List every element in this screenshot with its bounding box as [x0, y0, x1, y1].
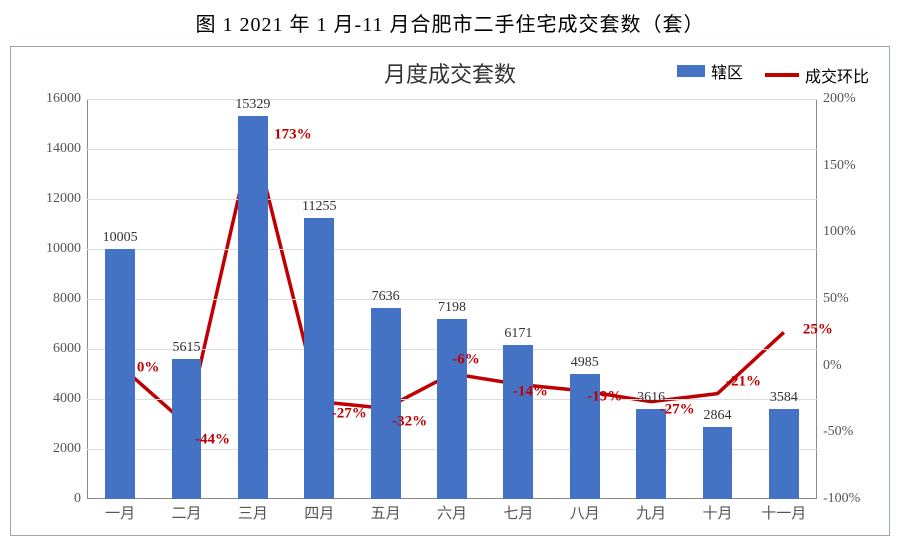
line-value-label: -21% [726, 373, 761, 390]
y-left-tick-label: 2000 [27, 441, 87, 457]
y-right-tick-label: -50% [817, 424, 877, 440]
legend-label-line: 成交环比 [805, 63, 869, 87]
bar-value-label: 3584 [770, 390, 798, 409]
line-value-label: -27% [332, 405, 367, 422]
x-tick-label: 九月 [636, 502, 666, 523]
line-value-label: -14% [513, 384, 548, 401]
figure-caption: 图 1 2021 年 1 月-11 月合肥市二手住宅成交套数（套） [0, 0, 900, 43]
bar-value-label: 11255 [302, 199, 336, 218]
y-left-tick-label: 8000 [27, 291, 87, 307]
line-value-label: -27% [660, 401, 695, 418]
x-tick-label: 十月 [702, 502, 732, 523]
x-tick-label: 四月 [304, 502, 334, 523]
legend-item-line: 成交环比 [765, 63, 869, 87]
legend-swatch-line [765, 73, 799, 77]
y-right-tick-label: 50% [817, 291, 877, 307]
y-left-tick-label: 0 [27, 491, 87, 507]
bar-value-label: 7198 [438, 300, 466, 319]
legend: 辖区 成交环比 [659, 59, 869, 87]
y-left-tick-label: 10000 [27, 241, 87, 257]
gridline [87, 99, 817, 100]
bar [503, 345, 533, 499]
gridline [87, 199, 817, 200]
y-right-tick-label: 150% [817, 158, 877, 174]
bar [371, 308, 401, 499]
bar-value-label: 7636 [372, 289, 400, 308]
line-value-label: 173% [274, 127, 312, 144]
x-tick-label: 三月 [238, 502, 268, 523]
line-value-label: -44% [195, 432, 230, 449]
y-left-tick-label: 16000 [27, 91, 87, 107]
bar [172, 359, 202, 499]
y-right-tick-label: 200% [817, 91, 877, 107]
chart-title: 月度成交套数 [384, 57, 516, 89]
bar [105, 249, 135, 499]
plot-area: 0200040006000800010000120001400016000-10… [87, 99, 817, 499]
bar-value-label: 2864 [703, 408, 731, 427]
x-tick-label: 一月 [105, 502, 135, 523]
legend-item-bar: 辖区 [677, 59, 743, 83]
gridline [87, 149, 817, 150]
legend-swatch-bar [677, 65, 705, 77]
x-tick-label: 六月 [437, 502, 467, 523]
x-tick-label: 七月 [503, 502, 533, 523]
bar [769, 409, 799, 499]
bar-value-label: 5615 [173, 340, 201, 359]
x-tick-label: 五月 [371, 502, 401, 523]
x-tick-label: 十一月 [761, 502, 806, 523]
bar-value-label: 6171 [504, 326, 532, 345]
line-value-label: -6% [452, 351, 480, 368]
gridline [87, 249, 817, 250]
bar [238, 116, 268, 499]
line-value-label: 25% [803, 322, 833, 339]
bar [703, 427, 733, 499]
line-value-label: -19% [587, 389, 622, 406]
bar [636, 409, 666, 499]
bar-value-label: 10005 [103, 230, 138, 249]
y-left-tick-label: 4000 [27, 391, 87, 407]
y-right-tick-label: -100% [817, 491, 877, 507]
bar-value-label: 15329 [235, 97, 270, 116]
y-left-tick-label: 14000 [27, 141, 87, 157]
bar-value-label: 4985 [571, 355, 599, 374]
y-left-tick-label: 6000 [27, 341, 87, 357]
bar [437, 319, 467, 499]
bar [304, 218, 334, 499]
y-left-tick-label: 12000 [27, 191, 87, 207]
line-value-label: -32% [392, 414, 427, 431]
y-right-tick-label: 100% [817, 224, 877, 240]
line-value-label: 0% [137, 359, 160, 376]
x-tick-label: 八月 [570, 502, 600, 523]
y-right-tick-label: 0% [817, 358, 877, 374]
legend-label-bar: 辖区 [711, 59, 743, 83]
x-tick-label: 二月 [172, 502, 202, 523]
chart-container: 月度成交套数 辖区 成交环比 0200040006000800010000120… [10, 46, 890, 536]
